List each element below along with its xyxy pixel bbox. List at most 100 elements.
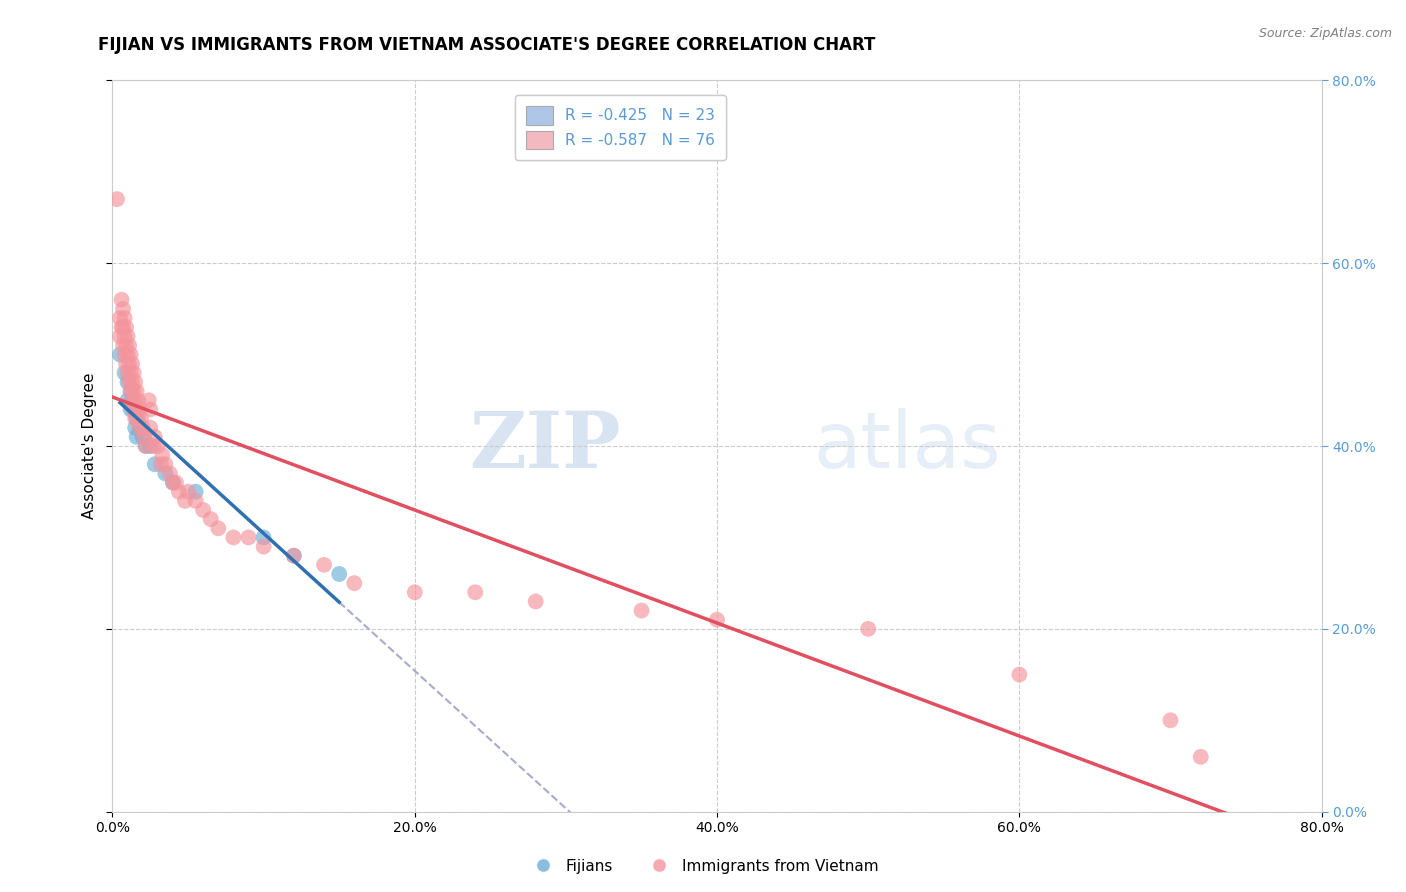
- Point: [155, 457, 177, 471]
- Point: [117, 366, 139, 380]
- Point: [124, 402, 146, 417]
- Point: [135, 439, 157, 453]
- Point: [191, 503, 214, 517]
- Point: [117, 375, 139, 389]
- Point: [238, 530, 260, 544]
- Point: [112, 338, 135, 352]
- Point: [856, 622, 880, 636]
- Point: [142, 439, 165, 453]
- Point: [150, 448, 173, 462]
- Point: [121, 393, 143, 408]
- Point: [115, 338, 138, 352]
- Point: [128, 421, 150, 435]
- Point: [134, 430, 156, 444]
- Point: [121, 393, 143, 408]
- Point: [128, 402, 150, 417]
- Point: [114, 366, 136, 380]
- Point: [118, 338, 141, 352]
- Point: [124, 411, 146, 425]
- Point: [114, 347, 136, 362]
- Text: atlas: atlas: [814, 408, 1001, 484]
- Legend: R = -0.425   N = 23, R = -0.587   N = 76: R = -0.425 N = 23, R = -0.587 N = 76: [515, 95, 725, 160]
- Text: FIJIAN VS IMMIGRANTS FROM VIETNAM ASSOCIATE'S DEGREE CORRELATION CHART: FIJIAN VS IMMIGRANTS FROM VIETNAM ASSOCI…: [98, 36, 876, 54]
- Y-axis label: Associate's Degree: Associate's Degree: [82, 373, 97, 519]
- Point: [167, 484, 190, 499]
- Point: [127, 411, 149, 425]
- Point: [120, 384, 142, 398]
- Point: [114, 310, 136, 325]
- Point: [139, 421, 162, 435]
- Point: [112, 301, 135, 316]
- Point: [1159, 714, 1181, 728]
- Point: [132, 430, 155, 444]
- Point: [122, 366, 145, 380]
- Point: [127, 393, 149, 408]
- Point: [120, 384, 142, 398]
- Point: [125, 411, 148, 425]
- Point: [207, 521, 229, 535]
- Point: [184, 494, 207, 508]
- Point: [129, 411, 152, 425]
- Point: [117, 393, 139, 408]
- Point: [143, 430, 166, 444]
- Point: [118, 357, 141, 371]
- Point: [108, 310, 131, 325]
- Point: [174, 494, 197, 508]
- Point: [404, 585, 426, 599]
- Text: Source: ZipAtlas.com: Source: ZipAtlas.com: [1258, 27, 1392, 40]
- Point: [165, 475, 187, 490]
- Point: [108, 347, 131, 362]
- Point: [283, 549, 305, 563]
- Point: [108, 329, 131, 343]
- Point: [253, 530, 276, 544]
- Point: [283, 549, 305, 563]
- Point: [200, 512, 222, 526]
- Point: [139, 402, 162, 417]
- Point: [115, 320, 138, 334]
- Point: [122, 402, 145, 417]
- Point: [222, 530, 245, 544]
- Point: [120, 366, 142, 380]
- Point: [125, 402, 148, 417]
- Point: [124, 421, 146, 435]
- Point: [121, 375, 143, 389]
- Point: [138, 393, 160, 408]
- Point: [122, 384, 145, 398]
- Point: [105, 192, 128, 206]
- Point: [146, 439, 169, 453]
- Point: [149, 457, 172, 471]
- Point: [117, 347, 139, 362]
- Point: [184, 484, 207, 499]
- Point: [112, 320, 135, 334]
- Legend: Fijians, Immigrants from Vietnam: Fijians, Immigrants from Vietnam: [522, 853, 884, 880]
- Point: [143, 457, 166, 471]
- Point: [139, 439, 162, 453]
- Point: [155, 467, 177, 481]
- Point: [124, 375, 146, 389]
- Point: [115, 357, 138, 371]
- Point: [343, 576, 366, 591]
- Point: [125, 430, 148, 444]
- Point: [135, 439, 157, 453]
- Point: [125, 384, 148, 398]
- Point: [1189, 749, 1212, 764]
- Point: [162, 475, 184, 490]
- Point: [132, 421, 155, 435]
- Point: [328, 567, 350, 582]
- Point: [120, 347, 142, 362]
- Point: [162, 475, 184, 490]
- Point: [630, 603, 652, 617]
- Point: [706, 613, 728, 627]
- Point: [159, 467, 181, 481]
- Point: [121, 357, 143, 371]
- Point: [110, 293, 132, 307]
- Point: [177, 484, 200, 499]
- Point: [120, 402, 142, 417]
- Point: [114, 329, 136, 343]
- Text: ZIP: ZIP: [468, 408, 620, 484]
- Point: [110, 320, 132, 334]
- Point: [1008, 667, 1031, 681]
- Point: [128, 421, 150, 435]
- Point: [464, 585, 486, 599]
- Point: [117, 329, 139, 343]
